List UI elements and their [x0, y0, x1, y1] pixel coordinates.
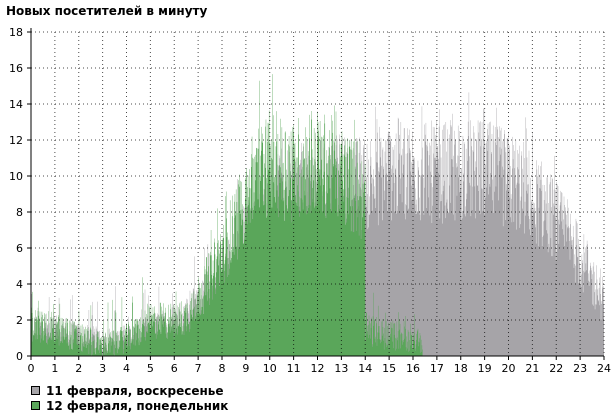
series-1-path	[31, 74, 423, 356]
x-tick-label-24: 24	[597, 362, 611, 375]
x-tick-label-19: 19	[478, 362, 492, 375]
x-tick-label-16: 16	[406, 362, 420, 375]
chart-title: Новых посетителей в минуту	[6, 4, 208, 18]
x-tick-label-11: 11	[287, 362, 301, 375]
x-tick-label-13: 13	[334, 362, 348, 375]
x-tick-label-17: 17	[430, 362, 444, 375]
legend-swatch-sunday	[31, 386, 40, 395]
y-tick-label-0: 0	[16, 350, 23, 363]
y-tick-label-6: 12	[9, 134, 23, 147]
y-tick-label-7: 14	[9, 98, 23, 111]
y-tick-label-2: 4	[16, 278, 23, 291]
y-tick-label-9: 18	[9, 26, 23, 39]
x-tick-label-21: 21	[525, 362, 539, 375]
x-tick-label-14: 14	[358, 362, 372, 375]
x-tick-label-7: 7	[195, 362, 202, 375]
x-tick-label-15: 15	[382, 362, 396, 375]
x-tick-label-22: 22	[549, 362, 563, 375]
x-tick-label-5: 5	[147, 362, 154, 375]
x-tick-label-0: 0	[28, 362, 35, 375]
x-tick-label-1: 1	[51, 362, 58, 375]
x-tick-label-23: 23	[573, 362, 587, 375]
x-tick-label-8: 8	[219, 362, 226, 375]
legend-label-monday: 12 февраля, понедельник	[46, 398, 229, 413]
x-tick-label-6: 6	[171, 362, 178, 375]
legend: 11 февраля, воскресенье 12 февраля, поне…	[31, 383, 228, 413]
x-tick-label-2: 2	[75, 362, 82, 375]
x-tick-label-9: 9	[242, 362, 249, 375]
x-tick-label-4: 4	[123, 362, 130, 375]
x-tick-label-20: 20	[502, 362, 516, 375]
y-tick-label-8: 16	[9, 62, 23, 75]
legend-item-sunday: 11 февраля, воскресенье	[31, 383, 228, 398]
x-tick-label-3: 3	[99, 362, 106, 375]
y-tick-label-1: 2	[16, 314, 23, 327]
y-tick-label-3: 6	[16, 242, 23, 255]
legend-swatch-monday	[31, 401, 40, 410]
legend-label-sunday: 11 февраля, воскресенье	[46, 383, 224, 398]
x-tick-label-10: 10	[263, 362, 277, 375]
y-tick-label-5: 10	[9, 170, 23, 183]
x-tick-label-12: 12	[311, 362, 325, 375]
legend-item-monday: 12 февраля, понедельник	[31, 398, 228, 413]
x-tick-label-18: 18	[454, 362, 468, 375]
y-tick-label-4: 8	[16, 206, 23, 219]
series-1-bars	[31, 74, 423, 356]
